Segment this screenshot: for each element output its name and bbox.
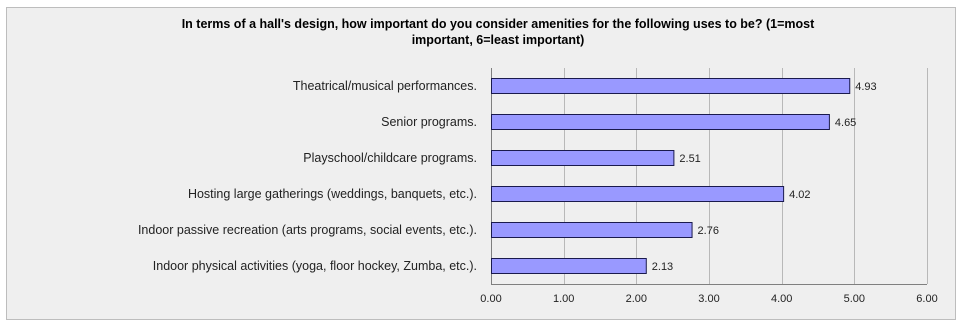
- bar-5: [491, 222, 693, 238]
- x-tick-label-1: 1.00: [553, 293, 574, 305]
- category-label-5: Indoor passive recreation (arts programs…: [138, 223, 477, 237]
- x-tick-label-4: 4.00: [771, 293, 792, 305]
- bar-3: [491, 150, 675, 166]
- chart-title-line-1: In terms of a hall's design, how importa…: [182, 17, 815, 31]
- bar-4: [491, 186, 785, 202]
- category-label-1: Theatrical/musical performances.: [293, 79, 477, 93]
- bar-6: [491, 258, 647, 274]
- x-tick-label-0: 0.00: [480, 293, 501, 305]
- x-tick-labels: 0.00 1.00 2.00 3.00 4.00 5.00 6.00: [480, 293, 937, 305]
- category-label-6: Indoor physical activities (yoga, floor …: [153, 259, 477, 273]
- category-label-2: Senior programs.: [381, 115, 477, 129]
- value-label-3: 2.51: [679, 153, 700, 165]
- x-tick-label-2: 2.00: [626, 293, 647, 305]
- category-label-4: Hosting large gatherings (weddings, banq…: [188, 187, 477, 201]
- x-tick-label-5: 5.00: [844, 293, 865, 305]
- value-labels: 4.93 4.65 2.51 4.02 2.76 2.13: [652, 81, 877, 273]
- category-labels: Theatrical/musical performances. Senior p…: [138, 79, 477, 273]
- value-label-4: 4.02: [789, 189, 810, 201]
- grid-lines: [491, 68, 928, 285]
- value-label-6: 2.13: [652, 261, 673, 273]
- bars: [491, 78, 851, 274]
- value-label-5: 2.76: [698, 225, 719, 237]
- chart-title-line-2: important, 6=least important): [412, 33, 585, 47]
- bar-1: [491, 78, 851, 94]
- value-label-1: 4.93: [855, 81, 876, 93]
- bar-chart: In terms of a hall's design, how importa…: [138, 17, 938, 305]
- x-tick-label-3: 3.00: [698, 293, 719, 305]
- value-label-2: 4.65: [835, 117, 856, 129]
- x-tick-label-6: 6.00: [916, 293, 937, 305]
- category-label-3: Playschool/childcare programs.: [303, 151, 477, 165]
- chart-frame: In terms of a hall's design, how importa…: [6, 7, 956, 320]
- bar-2: [491, 114, 830, 130]
